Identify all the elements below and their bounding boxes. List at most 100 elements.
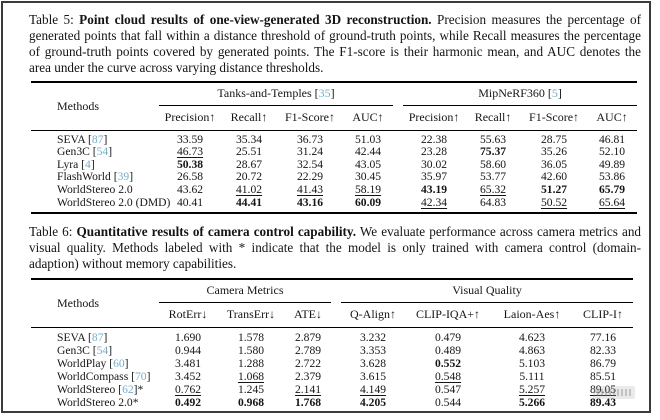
metric-value: 4.623 (518, 330, 546, 344)
metric-value: 0.968 (237, 396, 265, 410)
paper-page: Table 5: Point cloud results of one-view… (1, 1, 651, 413)
metric-value: 5.266 (518, 396, 546, 410)
citation-link[interactable]: 54 (96, 344, 109, 357)
metric-value: 5.111 (519, 370, 545, 384)
citation-link[interactable]: 60 (113, 357, 125, 371)
column-header-row: Precision↑ Recall↑ F1-Score↑ AUC↑ Precis… (31, 105, 638, 131)
metric-value: 42.60 (541, 170, 568, 184)
column-gap (393, 197, 403, 214)
group-header-row: Methods Camera Metrics Visual Quality (31, 278, 634, 328)
metric-value: 2.379 (294, 370, 322, 384)
col-clipiqa: CLIP-IQA+↑ (405, 302, 491, 328)
method-name: FlashWorld [39] (57, 170, 134, 184)
table-row: Gen3C [54] 46.73 25.51 31.24 42.44 23.28 75.37… (31, 145, 637, 159)
column-gap (331, 396, 341, 411)
metric-value: 49.89 (599, 157, 626, 171)
column-gap (393, 81, 404, 131)
citation-link[interactable]: 4 (85, 157, 91, 171)
metric-value: 3.232 (359, 330, 387, 344)
methods-header: Methods (31, 81, 159, 131)
metric-value: 3.481 (174, 357, 202, 371)
metric-value: 40.41 (176, 195, 204, 209)
metric-value: 35.97 (421, 170, 448, 184)
column-header-row: RotErr↓ TransErr↓ ATE↓ Q-Align↑ CLIP-IQA… (31, 302, 634, 328)
metric-value: 50.52 (541, 195, 568, 209)
table-row: SEVA [87] 33.59 35.34 36.73 51.03 22.38 55.63 2… (31, 130, 637, 146)
citation-link[interactable]: 62 (122, 383, 134, 397)
col-laionaes: Laion-Aes↑ (491, 302, 573, 328)
metric-value: 5.103 (518, 357, 546, 371)
metric-value: 89.05 (589, 383, 617, 397)
metric-value: 2.722 (294, 357, 322, 371)
metric-value: 89.43 (589, 396, 617, 410)
citation-link[interactable]: 70 (134, 370, 147, 384)
metric-value: 28.75 (541, 132, 568, 146)
metric-value: 77.16 (589, 330, 617, 344)
metric-value: 1.068 (237, 370, 265, 384)
metric-value: 53.86 (599, 170, 626, 184)
citation-link[interactable]: 39 (117, 170, 130, 184)
group-header-camera-metrics: Camera Metrics (159, 278, 331, 303)
metric-value: 43.16 (296, 195, 324, 209)
column-gap (393, 146, 403, 159)
metric-value: 3.615 (359, 370, 387, 384)
column-gap (331, 344, 341, 357)
method-name: WorldStereo 2.0 (DMD) (57, 195, 171, 209)
metric-value: 4.205 (359, 396, 387, 410)
method-name: WorldStereo [62]* (57, 383, 144, 397)
col-recall: Recall↑ (465, 105, 522, 131)
metric-value: 75.37 (480, 145, 507, 159)
table5: Methods Tanks-and-Temples [35] MipNeRF36… (31, 80, 638, 215)
metric-value: 0.944 (174, 344, 202, 357)
citation-link[interactable]: 87 (91, 132, 104, 146)
metric-value: 43.19 (421, 183, 448, 196)
metric-value: 2.789 (294, 344, 322, 357)
metric-value: 0.762 (174, 383, 202, 397)
citation-link[interactable]: 5 (551, 85, 558, 100)
column-gap (331, 357, 341, 370)
citation-link[interactable]: 35 (318, 85, 331, 100)
metric-value: 1.690 (174, 330, 202, 344)
col-roterr: RotErr↓ (159, 302, 217, 328)
group-header-row: Methods Tanks-and-Temples [35] MipNeRF36… (31, 81, 638, 131)
metric-value: 64.83 (480, 195, 507, 209)
method-name: Gen3C [54] (57, 145, 113, 159)
metric-value: 30.45 (354, 170, 382, 184)
metric-value: 0.489 (434, 344, 462, 357)
col-transerr: TransErr↓ (217, 302, 285, 328)
metric-value: 32.54 (296, 157, 324, 171)
metric-value: 36.73 (296, 132, 324, 146)
metric-value: 30.02 (421, 157, 448, 171)
table-row: Lyra [4] 50.38 28.67 32.54 43.05 30.02 58.60 36… (31, 157, 637, 172)
metric-value: 0.544 (434, 396, 462, 410)
bracket-open: [ (547, 85, 552, 100)
group-header-tanks-and-temples: Tanks-and-Temples [35] (159, 81, 394, 106)
metric-value: 1.768 (294, 396, 322, 410)
citation-link[interactable]: 87 (91, 330, 104, 344)
metric-value: 51.27 (541, 183, 568, 196)
table-row: WorldCompass [70] 3.452 1.068 2.379 3.615 0.5… (31, 370, 633, 383)
metric-value: 65.64 (599, 195, 626, 209)
metric-value: 50.38 (176, 157, 204, 171)
metric-value: 43.05 (354, 157, 382, 171)
citation-link[interactable]: 54 (96, 145, 109, 159)
metric-value: 36.05 (541, 157, 568, 171)
group-header-mipnerf360: MipNeRF360 [5] (403, 81, 638, 106)
table-row: WorldStereo [62]* 0.762 1.245 2.141 4.149 0.5… (31, 383, 633, 396)
column-gap (331, 383, 341, 396)
column-gap (393, 171, 403, 184)
caption-title: Quantitative results of camera control c… (76, 224, 357, 240)
bracket-open: [ (314, 85, 319, 100)
metric-value: 31.24 (296, 145, 324, 159)
table-row: SEVA [87] 1.690 1.578 2.879 3.232 0.479 4.623 7… (31, 327, 633, 344)
table5-caption: Table 5: Point cloud results of one-view… (3, 12, 649, 76)
group-header-visual-quality: Visual Quality (341, 278, 634, 303)
col-f1score: F1-Score↑ (521, 105, 588, 131)
column-gap (393, 130, 403, 146)
group-label: MipNeRF360 (478, 85, 545, 100)
metric-value: 23.28 (421, 145, 448, 159)
col-auc: AUC↑ (343, 105, 394, 131)
group-label: Tanks-and-Temples (217, 85, 312, 100)
metric-value: 53.77 (480, 170, 507, 184)
metric-value: 0.479 (434, 330, 462, 344)
